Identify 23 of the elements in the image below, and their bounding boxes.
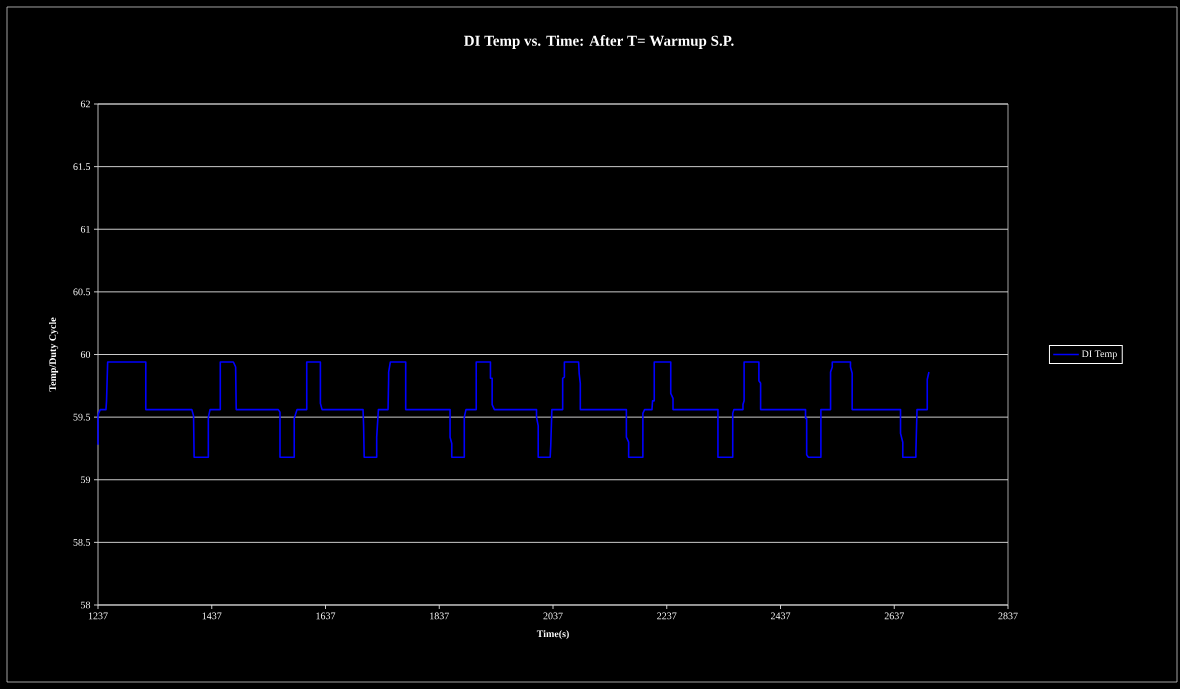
y-tick-label: 61.5 [73,163,91,171]
line-series [97,361,930,459]
x-tick-label: 1637 [316,612,336,620]
chart-title: DI Temp vs. Time: After T= Warmup S.P. [464,35,734,49]
y-tick-label: 58.5 [73,538,91,546]
x-axis-title: Time(s) [536,630,569,640]
y-tick-label: 59.5 [73,413,91,421]
y-tick-label: 61 [80,225,90,233]
x-tick-label: 2037 [543,612,563,620]
y-tick-label: 58 [81,601,91,609]
y-axis-title: Temp/Duty Cycle [49,317,59,392]
x-tick-label: 2637 [884,612,904,620]
y-tick-label: 60 [80,351,91,358]
x-tick-label: 2837 [998,612,1018,620]
x-tick-label: 1237 [88,612,108,620]
y-tick-label: 62 [80,100,90,108]
y-tick-label: 60.5 [73,288,91,296]
y-tick-label: 59 [81,476,91,484]
x-tick-label: 2437 [770,612,791,620]
x-tick-label: 1837 [430,612,449,620]
x-tick-label: 1437 [202,612,222,620]
x-tick-label: 2237 [657,612,677,620]
legend-label: DI Temp [1081,350,1117,360]
